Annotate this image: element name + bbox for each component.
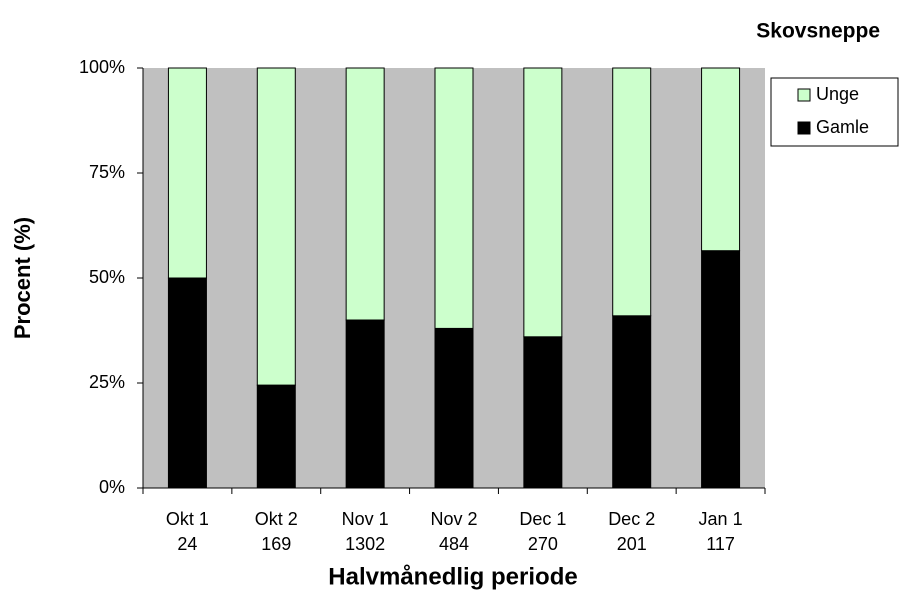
bar-segment: [523, 336, 563, 489]
sample-size-label: 270: [528, 534, 558, 554]
legend-label: Unge: [816, 84, 859, 104]
legend-label: Gamle: [816, 117, 869, 137]
sample-size-label: 1302: [345, 534, 385, 554]
x-tick-label: Nov 2: [430, 509, 477, 529]
x-tick-label: Okt 2: [255, 509, 298, 529]
legend-swatch: [797, 121, 811, 135]
bar-segment: [434, 67, 474, 329]
bar-segment: [256, 67, 296, 386]
bar-segment: [701, 250, 741, 489]
x-tick-label: Dec 2: [608, 509, 655, 529]
x-axis-label: Halvmånedlig periode: [328, 563, 577, 590]
y-tick-label: 75%: [89, 162, 125, 182]
x-tick-label: Dec 1: [519, 509, 566, 529]
bar-segment: [256, 384, 296, 489]
sample-size-label: 24: [177, 534, 197, 554]
bar-segment: [345, 319, 385, 489]
sample-size-label: 117: [706, 534, 735, 554]
legend-swatch: [797, 88, 811, 102]
bar-segment: [701, 67, 741, 252]
x-tick-label: Okt 1: [166, 509, 209, 529]
bar-segment: [167, 277, 207, 489]
y-axis-label: Procent (%): [10, 217, 35, 339]
bar-segment: [345, 67, 385, 321]
y-tick-label: 100%: [79, 57, 125, 77]
bar-segment: [434, 327, 474, 489]
sample-size-label: 169: [261, 534, 291, 554]
x-tick-label: Jan 1: [699, 509, 743, 529]
y-tick-label: 0%: [99, 477, 125, 497]
y-tick-label: 25%: [89, 372, 125, 392]
legend-box: [770, 77, 899, 147]
sample-size-label: 201: [617, 534, 647, 554]
sample-size-label: 484: [439, 534, 469, 554]
bar-segment: [612, 67, 652, 317]
bar-segment: [167, 67, 207, 279]
bar-segment: [612, 315, 652, 489]
chart-title: Skovsneppe: [756, 20, 880, 43]
bar-segment: [523, 67, 563, 338]
x-tick-label: Nov 1: [342, 509, 389, 529]
y-tick-label: 50%: [89, 267, 125, 287]
